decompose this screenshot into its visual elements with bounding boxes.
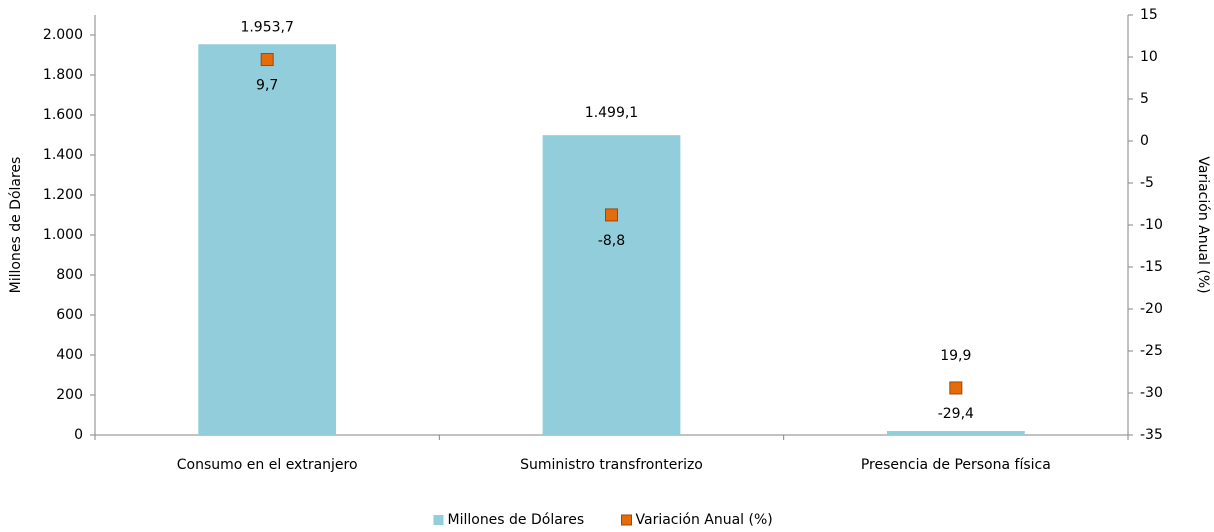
x-tick-label: Consumo en el extranjero <box>177 457 358 473</box>
y-tick-label: 400 <box>56 347 83 363</box>
y-tick-label: 600 <box>56 307 83 323</box>
legend-label: Millones de Dólares <box>448 512 585 528</box>
bar <box>542 135 681 435</box>
marker-value-label: -29,4 <box>938 406 974 422</box>
marker <box>949 381 963 395</box>
marker-value-label: 9,7 <box>256 78 278 94</box>
y2-tick-label: -35 <box>1140 427 1163 443</box>
y-tick-label: 2.000 <box>43 27 83 43</box>
y2-tick-label: -5 <box>1140 175 1154 191</box>
y-tick-label: 1.000 <box>43 227 83 243</box>
legend-label: Variación Anual (%) <box>636 512 773 528</box>
bar-value-label: 1.499,1 <box>585 105 638 121</box>
bar-value-label: 1.953,7 <box>240 20 293 36</box>
y2-tick-label: 0 <box>1140 133 1149 149</box>
y2-tick-label: 10 <box>1140 49 1158 65</box>
y-tick-label: 800 <box>56 267 83 283</box>
bar <box>198 44 337 435</box>
x-tick-label: Presencia de Persona física <box>861 457 1051 473</box>
y-tick-label: 0 <box>74 427 83 443</box>
y-tick-label: 1.800 <box>43 67 83 83</box>
y2-tick-label: -15 <box>1140 259 1163 275</box>
marker <box>260 53 274 67</box>
bar-value-label: 19,9 <box>940 348 971 364</box>
x-tick-label: Suministro transfronterizo <box>520 457 703 473</box>
y-tick-label: 200 <box>56 387 83 403</box>
marker-value-label: -8,8 <box>598 233 625 249</box>
bar <box>886 431 1025 435</box>
y2-axis-label: Variación Anual (%) <box>1195 156 1211 293</box>
y-tick-label: 1.400 <box>43 147 83 163</box>
y2-tick-label: -20 <box>1140 301 1163 317</box>
legend-swatch <box>433 515 444 525</box>
y-tick-label: 1.200 <box>43 187 83 203</box>
y2-tick-label: 5 <box>1140 91 1149 107</box>
y2-tick-label: -30 <box>1140 385 1163 401</box>
y-axis-label: Millones de Dólares <box>8 157 24 294</box>
y2-tick-label: 15 <box>1140 7 1158 23</box>
legend-swatch <box>621 514 632 526</box>
y-tick-label: 1.600 <box>43 107 83 123</box>
y2-tick-label: -10 <box>1140 217 1163 233</box>
y2-tick-label: -25 <box>1140 343 1163 359</box>
marker <box>605 208 618 222</box>
